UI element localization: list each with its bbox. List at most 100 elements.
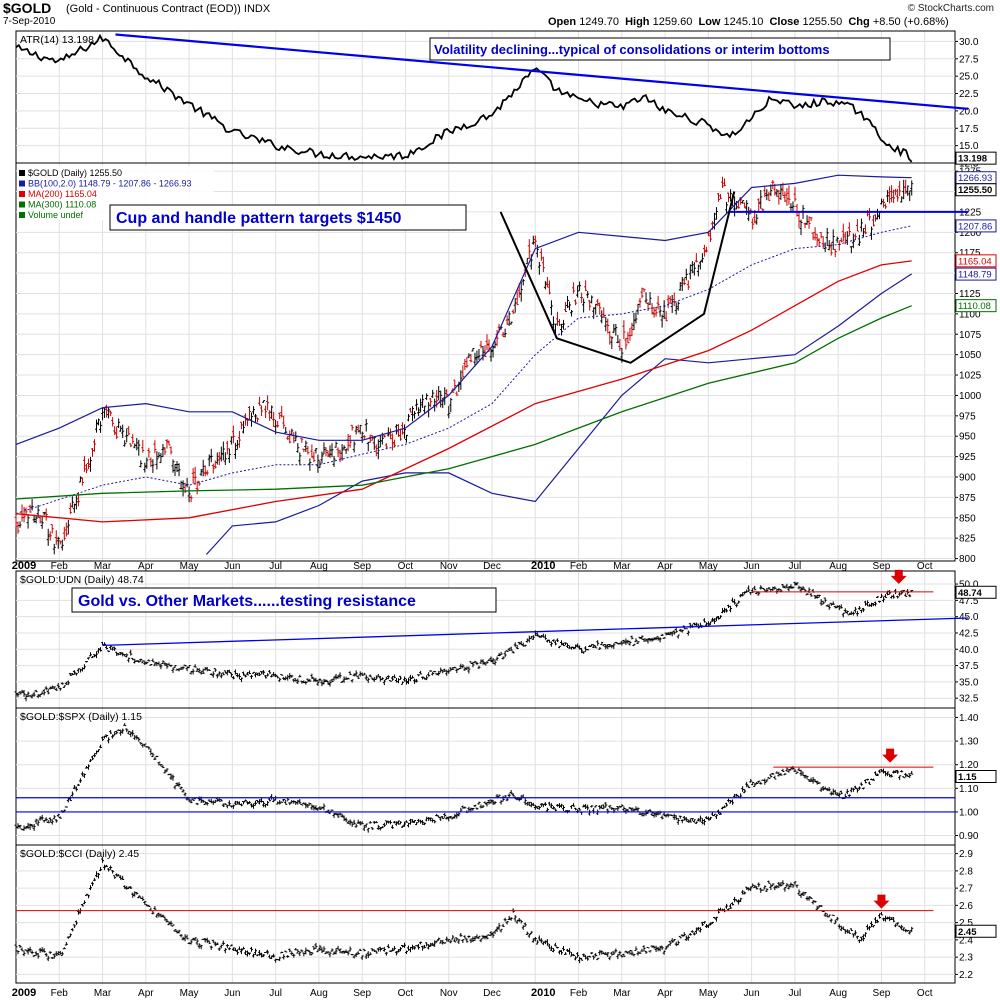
last-value-box: [955, 770, 997, 783]
bollinger-lower-band: [205, 273, 913, 555]
red-down-arrow-icon: [890, 569, 907, 584]
cci-ohlc-bars: [14, 857, 914, 964]
annotation-text: Cup and handle pattern targets $1450: [116, 210, 402, 227]
y-tick-label: 2.8: [959, 866, 973, 877]
x-axis-label: Sep: [873, 561, 891, 572]
y-tick-label: 1075: [959, 330, 982, 341]
y-tick-label: 2.2: [959, 970, 973, 981]
y-tick-label: 17.5: [959, 124, 979, 135]
x-axis-label: Feb: [570, 561, 588, 572]
x-axis-label-bottom: Apr: [657, 988, 673, 999]
x-axis-label: May: [180, 561, 199, 572]
price-ohlc-bars: [14, 176, 914, 555]
annotation-box: [71, 587, 497, 613]
y-tick-label: 1050: [959, 350, 982, 361]
y-tick-label: 35.0: [959, 677, 979, 688]
y-tick-label: 50.0: [959, 580, 979, 591]
x-axis-label-bottom: Jul: [269, 988, 282, 999]
x-axis-label: Dec: [483, 561, 501, 572]
y-tick-label: 875: [959, 493, 976, 504]
trendline-atr: [115, 33, 969, 110]
price-label-box: [955, 219, 997, 233]
x-axis-label: Sep: [353, 561, 371, 572]
x-axis-label: Jul: [269, 561, 282, 572]
x-axis-label-bottom: 2010: [531, 987, 555, 999]
x-axis-label: 2010: [531, 560, 555, 572]
last-value-label: 1.15: [958, 772, 977, 783]
legend-entry: $GOLD (Daily) 1255.50: [28, 168, 122, 178]
cup-pattern-line: [499, 191, 736, 364]
y-tick-label: 1125: [959, 289, 981, 300]
legend-swatch: [19, 170, 25, 176]
legend-entry: Volume undef: [28, 210, 84, 220]
x-axis-label: Mar: [613, 561, 631, 572]
x-axis-label-bottom: Oct: [917, 988, 933, 999]
y-tick-label: 32.5: [959, 694, 979, 705]
price-label: 1165.04: [958, 256, 992, 267]
x-axis-label-bottom: Sep: [353, 988, 371, 999]
y-tick-label: 850: [959, 513, 976, 524]
y-tick-label: 25.0: [959, 72, 979, 83]
y-tick-label: 1.20: [959, 760, 979, 771]
bollinger-middle-band: [15, 225, 912, 515]
x-axis-label: Apr: [657, 561, 673, 572]
x-axis-label-bottom: Jul: [788, 988, 801, 999]
trendline-udn: [102, 617, 969, 647]
x-axis-label-bottom: Jun: [224, 988, 240, 999]
annotation-box: [429, 37, 891, 61]
pane-frame-cci: [15, 844, 956, 984]
y-tick-label: 2.9: [959, 849, 973, 860]
x-axis-label-bottom: 2009: [12, 987, 36, 999]
last-value-box: [955, 585, 997, 599]
y-tick-label: 925: [959, 452, 976, 463]
legend-swatch: [19, 191, 25, 197]
x-axis-label-bottom: Aug: [829, 988, 847, 999]
x-axis-label: Oct: [917, 561, 933, 572]
x-axis-label-bottom: Apr: [138, 988, 154, 999]
x-axis-label-bottom: Oct: [398, 988, 414, 999]
y-tick-label: 975: [959, 411, 976, 422]
y-tick-label: 2.7: [959, 884, 973, 895]
price-label: 1207.86: [958, 221, 992, 232]
spx-ohlc-bars: [14, 723, 914, 833]
x-axis-label: Apr: [138, 561, 154, 572]
y-tick-label: 1025: [959, 371, 982, 382]
legend-swatch: [19, 212, 25, 218]
y-tick-label: 45.0: [959, 612, 979, 623]
price-label: 1266.93: [958, 173, 992, 184]
y-tick-label: 900: [959, 472, 976, 483]
x-axis-label-bottom: Sep: [873, 988, 891, 999]
x-axis-label: Jul: [788, 561, 801, 572]
pane-label-spx: $GOLD:$SPX (Daily) 1.15: [20, 711, 142, 723]
red-down-arrow-icon: [882, 748, 899, 763]
y-tick-label: 1200: [959, 228, 982, 239]
y-tick-label: 1225: [959, 207, 982, 218]
y-tick-label: 2.5: [959, 918, 973, 929]
x-axis-label-bottom: May: [699, 988, 718, 999]
y-tick-label: 1100: [959, 309, 981, 320]
ma200-line: [15, 260, 912, 523]
x-axis-label-bottom: Feb: [51, 988, 69, 999]
price-label-box: [955, 183, 997, 197]
x-axis-label-bottom: Mar: [94, 988, 112, 999]
y-tick-label: 42.5: [959, 628, 979, 639]
legend-entry: MA(300) 1110.08: [28, 200, 96, 210]
last-value-label: 48.74: [958, 588, 982, 599]
y-tick-label: 40.0: [959, 645, 979, 656]
y-tick-label: 22.5: [959, 89, 979, 100]
price-label: 1110.08: [958, 301, 991, 312]
x-axis-label-bottom: Nov: [440, 988, 458, 999]
x-axis-label-bottom: Jun: [744, 988, 760, 999]
price-label: 1148.79: [958, 270, 992, 281]
annotation-text: Volatility declining...typical of consol…: [434, 42, 830, 57]
y-tick-label: 37.5: [959, 661, 979, 672]
udn-ohlc-bars: [14, 581, 914, 702]
price-label: 1255.50: [958, 185, 992, 196]
y-tick-label: 1000: [959, 391, 982, 402]
y-tick-label: 800: [959, 554, 976, 565]
y-tick-label: 15.0: [959, 141, 979, 152]
price-label-box: [955, 267, 997, 281]
y-tick-label: 47.5: [959, 596, 979, 607]
pane-frame-spx: [15, 707, 956, 846]
